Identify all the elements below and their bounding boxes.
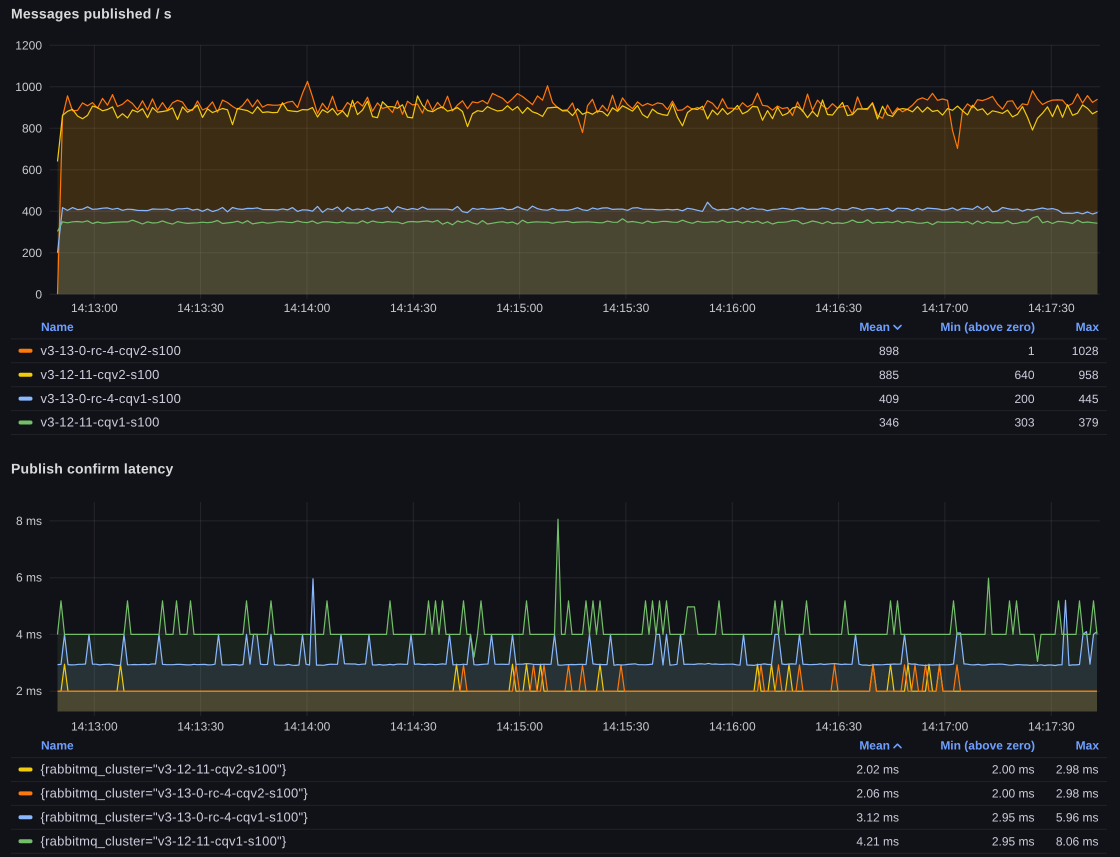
svg-text:14:14:30: 14:14:30 <box>390 720 437 734</box>
svg-text:2.06 ms: 2.06 ms <box>856 787 899 801</box>
svg-text:v3-12-11-cqv1-s100: v3-12-11-cqv1-s100 <box>41 415 160 430</box>
svg-text:v3-13-0-rc-4-cqv1-s100: v3-13-0-rc-4-cqv1-s100 <box>41 391 182 406</box>
svg-text:303: 303 <box>1014 416 1034 430</box>
svg-text:v3-12-11-cqv2-s100: v3-12-11-cqv2-s100 <box>41 367 160 382</box>
svg-text:14:15:00: 14:15:00 <box>496 301 543 315</box>
svg-text:Publish confirm latency: Publish confirm latency <box>11 461 174 477</box>
svg-text:14:16:30: 14:16:30 <box>815 301 862 315</box>
svg-text:958: 958 <box>1078 368 1098 382</box>
svg-text:3.12 ms: 3.12 ms <box>856 811 899 825</box>
svg-text:5.96 ms: 5.96 ms <box>1056 811 1099 825</box>
svg-text:Mean: Mean <box>859 739 890 753</box>
svg-text:1: 1 <box>1028 344 1035 358</box>
svg-text:4 ms: 4 ms <box>16 627 42 641</box>
svg-text:0: 0 <box>35 287 42 301</box>
svg-text:14:14:00: 14:14:00 <box>284 720 331 734</box>
svg-text:8.06 ms: 8.06 ms <box>1056 834 1099 848</box>
svg-text:400: 400 <box>22 204 42 218</box>
svg-text:{rabbitmq_cluster="v3-13-0-rc-: {rabbitmq_cluster="v3-13-0-rc-4-cqv2-s10… <box>41 786 309 801</box>
svg-text:1200: 1200 <box>15 38 42 52</box>
svg-text:14:15:30: 14:15:30 <box>603 301 650 315</box>
svg-text:Name: Name <box>41 739 74 753</box>
svg-text:14:16:00: 14:16:00 <box>709 720 756 734</box>
svg-text:Max: Max <box>1076 739 1100 753</box>
svg-text:2 ms: 2 ms <box>16 684 42 698</box>
svg-text:6 ms: 6 ms <box>16 571 42 585</box>
svg-text:2.00 ms: 2.00 ms <box>992 763 1035 777</box>
svg-text:800: 800 <box>22 121 42 135</box>
svg-text:2.95 ms: 2.95 ms <box>992 834 1035 848</box>
svg-text:2.95 ms: 2.95 ms <box>992 811 1035 825</box>
svg-text:Max: Max <box>1076 320 1100 334</box>
svg-text:14:16:30: 14:16:30 <box>815 720 862 734</box>
svg-text:14:13:00: 14:13:00 <box>71 720 118 734</box>
svg-text:4.21 ms: 4.21 ms <box>856 834 899 848</box>
svg-text:14:16:00: 14:16:00 <box>709 301 756 315</box>
svg-text:600: 600 <box>22 163 42 177</box>
svg-text:Messages published / s: Messages published / s <box>11 6 172 22</box>
svg-text:Min (above zero): Min (above zero) <box>940 320 1035 334</box>
svg-text:1000: 1000 <box>15 80 42 94</box>
svg-text:14:13:30: 14:13:30 <box>177 720 224 734</box>
svg-text:14:17:30: 14:17:30 <box>1028 720 1075 734</box>
svg-text:346: 346 <box>879 416 899 430</box>
svg-text:14:13:00: 14:13:00 <box>71 301 118 315</box>
svg-text:2.98 ms: 2.98 ms <box>1056 763 1099 777</box>
svg-text:409: 409 <box>879 392 899 406</box>
svg-text:640: 640 <box>1014 368 1034 382</box>
svg-text:14:14:00: 14:14:00 <box>284 301 331 315</box>
svg-text:2.00 ms: 2.00 ms <box>992 787 1035 801</box>
svg-text:8 ms: 8 ms <box>16 514 42 528</box>
svg-text:Min (above zero): Min (above zero) <box>940 739 1035 753</box>
svg-text:2.98 ms: 2.98 ms <box>1056 787 1099 801</box>
svg-text:14:17:30: 14:17:30 <box>1028 301 1075 315</box>
svg-text:885: 885 <box>879 368 899 382</box>
svg-text:{rabbitmq_cluster="v3-12-11-cq: {rabbitmq_cluster="v3-12-11-cqv2-s100"} <box>41 762 287 777</box>
svg-text:{rabbitmq_cluster="v3-12-11-cq: {rabbitmq_cluster="v3-12-11-cqv1-s100"} <box>41 833 287 848</box>
svg-text:Mean: Mean <box>859 320 890 334</box>
svg-text:14:17:00: 14:17:00 <box>922 301 969 315</box>
svg-text:Name: Name <box>41 320 74 334</box>
svg-text:14:14:30: 14:14:30 <box>390 301 437 315</box>
svg-text:898: 898 <box>879 344 899 358</box>
svg-text:14:13:30: 14:13:30 <box>177 301 224 315</box>
svg-text:14:15:00: 14:15:00 <box>496 720 543 734</box>
svg-text:14:17:00: 14:17:00 <box>922 720 969 734</box>
svg-text:{rabbitmq_cluster="v3-13-0-rc-: {rabbitmq_cluster="v3-13-0-rc-4-cqv1-s10… <box>41 810 309 825</box>
svg-text:200: 200 <box>1014 392 1034 406</box>
svg-text:14:15:30: 14:15:30 <box>603 720 650 734</box>
svg-text:200: 200 <box>22 246 42 260</box>
svg-text:445: 445 <box>1078 392 1098 406</box>
svg-text:2.02 ms: 2.02 ms <box>856 763 899 777</box>
svg-text:1028: 1028 <box>1072 344 1099 358</box>
svg-text:379: 379 <box>1078 416 1098 430</box>
svg-text:v3-13-0-rc-4-cqv2-s100: v3-13-0-rc-4-cqv2-s100 <box>41 343 182 358</box>
